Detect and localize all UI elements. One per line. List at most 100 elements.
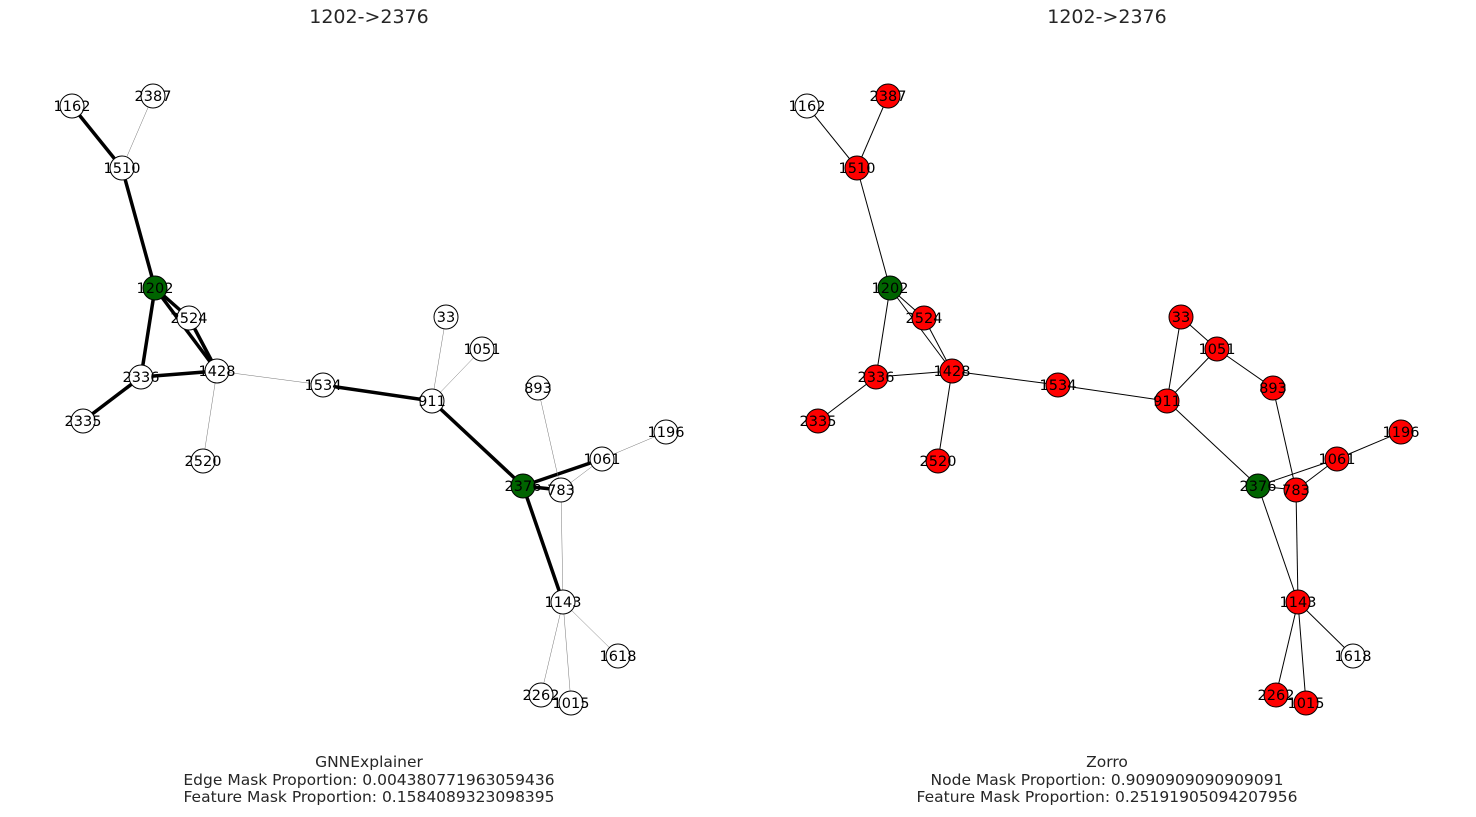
node-label: 1428	[934, 364, 971, 380]
node-33: 33	[433, 304, 459, 330]
node-label: 1534	[1040, 378, 1077, 394]
node-label: 1051	[1199, 342, 1236, 358]
node-1143: 1143	[545, 589, 581, 615]
node-circle	[176, 305, 202, 331]
node-label: 1618	[1335, 649, 1372, 665]
edge-911-2376	[430, 399, 525, 488]
node-circle	[875, 83, 901, 109]
node-label: 2524	[906, 311, 943, 327]
edge-1143-2262	[1275, 601, 1299, 696]
node-1618: 1618	[600, 643, 637, 669]
node-label: 911	[1153, 394, 1181, 410]
panel-title: 1202->2376	[309, 6, 429, 28]
node-circle	[142, 275, 168, 301]
method-name: Zorro	[1086, 753, 1128, 771]
node-label: 1618	[600, 649, 637, 665]
edge-1143-1015	[562, 601, 572, 704]
node-2387: 2387	[870, 83, 907, 109]
node-label: 1510	[839, 161, 876, 177]
node-2335: 2335	[65, 408, 102, 434]
node-label: 2520	[920, 454, 957, 470]
node-label: 1196	[1383, 425, 1420, 441]
node-label: 33	[437, 310, 455, 326]
node-2520: 2520	[185, 448, 222, 474]
node-1061: 1061	[1319, 446, 1355, 472]
node-1428: 1428	[934, 358, 971, 384]
node-1534: 1534	[1040, 372, 1077, 398]
node-label: 2262	[1258, 688, 1295, 704]
node-label: 1162	[54, 99, 91, 115]
method-name: GNNExplainer	[315, 753, 423, 771]
node-label: 1162	[789, 99, 826, 115]
node-label: 2335	[800, 414, 837, 430]
node-label: 2520	[185, 454, 222, 470]
node-label: 2387	[135, 89, 172, 105]
node-circle	[525, 375, 551, 401]
node-2524: 2524	[171, 305, 208, 331]
node-circle	[128, 364, 154, 390]
node-circle	[1285, 589, 1311, 615]
node-circle	[140, 83, 166, 109]
node-circle	[419, 388, 445, 414]
node-circle	[204, 358, 230, 384]
node-2376: 2376	[1240, 473, 1276, 499]
node-911: 911	[1153, 388, 1181, 414]
node-circle	[939, 358, 965, 384]
edge-1202-2336	[139, 287, 157, 378]
edge-2376-1143	[521, 485, 565, 603]
node-circle	[653, 419, 679, 445]
node-circle	[844, 155, 870, 181]
node-1015: 1015	[1288, 690, 1324, 716]
edge-2387-1510	[121, 95, 154, 169]
node-circle	[1340, 643, 1366, 669]
node-circle	[433, 304, 459, 330]
node-circle	[190, 448, 216, 474]
node-2335: 2335	[800, 408, 837, 434]
node-label: 2376	[505, 479, 542, 495]
node-label: 1015	[553, 696, 590, 712]
node-label: 2387	[870, 89, 907, 105]
node-label: 783	[1282, 483, 1310, 499]
node-label: 33	[1172, 310, 1190, 326]
node-circle	[1388, 419, 1414, 445]
edge-893-783	[1272, 387, 1297, 491]
gnnexplainer-panel: 1202->2376 1162 2387 1510 1202 2524 2336 1428 2…	[54, 6, 685, 806]
node-1510: 1510	[839, 155, 876, 181]
node-label: 893	[1259, 381, 1287, 397]
node-circle	[548, 477, 574, 503]
node-2387: 2387	[135, 83, 172, 109]
node-1428: 1428	[199, 358, 235, 384]
node-label: 911	[418, 394, 446, 410]
edge-1162-1510	[806, 105, 858, 169]
edge-2336-1428	[875, 370, 953, 378]
node-2336: 2336	[858, 364, 895, 390]
node-1015: 1015	[553, 690, 590, 716]
node-label: 2336	[123, 370, 160, 386]
node-circle	[794, 93, 820, 119]
edge-1534-911	[1057, 384, 1168, 402]
edge-2387-1510	[856, 95, 889, 169]
edge-2336-1428	[140, 369, 218, 379]
node-circle	[1263, 682, 1289, 708]
node-circle	[925, 448, 951, 474]
edge-1143-1618	[1297, 601, 1354, 657]
node-2262: 2262	[1258, 682, 1295, 708]
edge-1162-1510	[70, 104, 124, 170]
node-1051: 1051	[464, 336, 500, 362]
node-label: 2524	[171, 311, 208, 327]
node-circle	[109, 155, 135, 181]
zorro-panel: 1202->2376 1162 2387 1510 1202 2524 2336 1428 2…	[738, 0, 1476, 817]
node-893: 893	[1259, 375, 1287, 401]
edge-1428-2520	[202, 370, 218, 462]
node-circle	[310, 372, 336, 398]
node-circle	[528, 682, 554, 708]
edge-911-2376	[1166, 400, 1259, 487]
edge-2376-1143	[1257, 485, 1299, 603]
edge-783-1143	[560, 489, 564, 603]
edge-1428-2520	[937, 370, 953, 462]
node-label: 1061	[584, 452, 621, 468]
node-label: 2336	[858, 370, 895, 386]
node-1618: 1618	[1335, 643, 1372, 669]
node-label: 2335	[65, 414, 102, 430]
node-label: 1143	[1280, 595, 1317, 611]
